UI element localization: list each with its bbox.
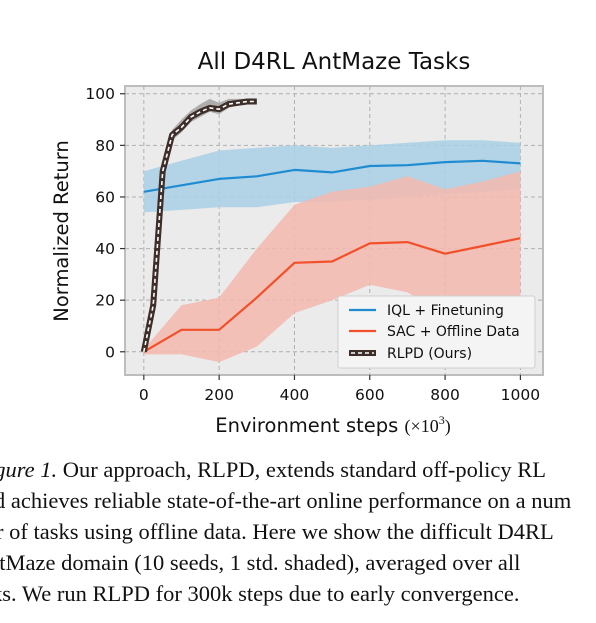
y-tick-label-0: 0 — [105, 343, 115, 361]
series-line-iql — [143, 159, 521, 193]
legend-box — [337, 295, 536, 369]
legend-label-sac: SAC + Offline Data — [387, 324, 520, 340]
caption-line-2: d achieves reliable state-of-the-art onl… — [0, 488, 572, 513]
caption-line-1: igure 1. Our approach, RLPD, extends sta… — [0, 454, 596, 485]
y-axis-ticks: 0 20 40 60 80 100 — [85, 85, 125, 361]
x-axis-ticks: 0 200 400 600 800 1000 — [139, 375, 540, 404]
caption-line-3: r of tasks using offline data. Here we s… — [0, 519, 554, 544]
x-tick-label-5: 1000 — [501, 386, 540, 404]
line-chart: All D4RL AntMaze Tasks 0 200 400 600 800 1000… — [50, 49, 544, 437]
legend: IQL + Finetuning SAC + Offline Data RLPD… — [337, 295, 536, 369]
x-axis-unit: (×10 — [405, 416, 439, 437]
chart-title: All D4RL AntMaze Tasks — [198, 49, 471, 75]
x-tick-label-4: 800 — [430, 386, 460, 404]
caption-line-5: ks. We run RLPD for 300k steps due to ea… — [0, 581, 520, 606]
x-tick-label-3: 600 — [355, 386, 385, 404]
series-line-rlpd-dash — [143, 100, 257, 352]
caption-line-4: ntMaze domain (10 seeds, 1 std. shaded),… — [0, 550, 521, 575]
caption-line-1-text: Our approach, RLPD, extends standard off… — [57, 457, 547, 482]
y-tick-label-2: 40 — [95, 240, 115, 258]
series-lines — [140, 98, 521, 353]
caption-figure-label: igure 1. — [0, 457, 58, 482]
x-axis-label: Environment steps (×103) — [215, 413, 450, 437]
x-axis-label-text: Environment steps — [215, 414, 398, 437]
x-tick-label-1: 200 — [204, 386, 234, 404]
series-line-sac — [143, 237, 521, 353]
x-axis-unit-exponent: 3 — [439, 413, 445, 427]
y-axis-label: Normalized Return — [50, 140, 73, 322]
x-tick-label-2: 400 — [280, 386, 310, 404]
y-tick-label-1: 20 — [95, 292, 115, 310]
y-tick-label-4: 80 — [95, 137, 115, 155]
figure: All D4RL AntMaze Tasks 0 200 400 600 800 1000… — [0, 49, 571, 606]
legend-label-rlpd: RLPD (Ours) — [387, 346, 472, 362]
y-tick-label-5: 100 — [85, 85, 115, 103]
figure-caption: igure 1. Our approach, RLPD, extends sta… — [0, 454, 596, 609]
y-tick-label-3: 60 — [95, 188, 115, 206]
legend-label-iql: IQL + Finetuning — [387, 303, 504, 319]
x-tick-label-0: 0 — [139, 386, 149, 404]
x-axis-unit-close: ) — [445, 416, 451, 437]
